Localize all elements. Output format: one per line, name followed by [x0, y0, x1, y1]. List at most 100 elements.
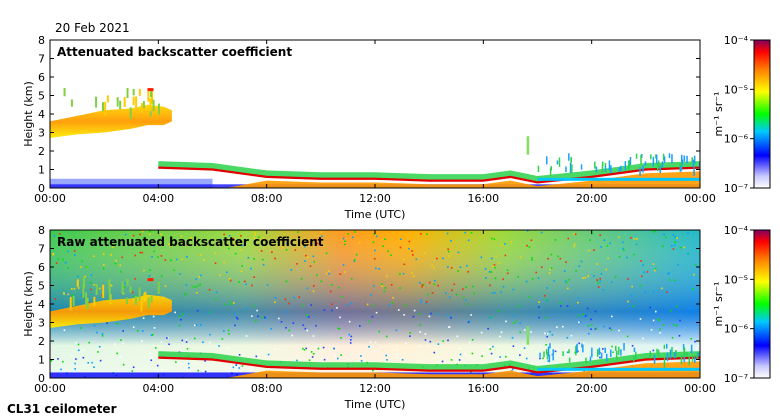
noise-speck	[257, 315, 259, 318]
colorbar-tick-label: 10⁻⁷	[724, 182, 748, 195]
noise-speck	[186, 347, 189, 350]
noise-speck	[450, 359, 453, 361]
noise-speck	[427, 293, 429, 296]
noise-speck	[312, 335, 315, 337]
panel-title: Attenuated backscatter coefficient	[57, 45, 292, 59]
noise-speck	[306, 329, 308, 332]
noise-speck	[577, 314, 580, 317]
aerosol-streak	[93, 296, 96, 307]
aerosol-streak	[108, 279, 111, 289]
noise-speck	[537, 277, 540, 279]
noise-speck	[160, 255, 163, 257]
aerosol-streak	[157, 281, 160, 294]
noise-speck	[480, 331, 483, 334]
noise-speck	[599, 277, 601, 280]
noise-speck	[643, 291, 646, 293]
noise-speck	[309, 265, 312, 267]
noise-speck	[60, 368, 62, 371]
cloud-top-speck	[633, 347, 636, 352]
noise-speck	[457, 251, 460, 254]
noise-speck	[132, 366, 135, 369]
noise-speck	[285, 326, 287, 329]
noise-speck	[322, 346, 325, 349]
noise-speck	[384, 287, 387, 289]
noise-speck	[241, 244, 244, 247]
noise-speck	[596, 279, 598, 281]
x-tick-label: 16:00	[467, 382, 499, 395]
noise-speck	[577, 301, 579, 304]
noise-speck	[296, 263, 298, 265]
noise-speck	[312, 352, 315, 355]
aerosol-streak	[69, 297, 72, 311]
noise-speck	[204, 370, 207, 373]
noise-speck	[442, 257, 444, 260]
x-tick-label: 00:00	[684, 192, 716, 205]
noise-speck	[623, 315, 626, 318]
y-tick-label: 5	[38, 90, 45, 103]
cloud-top-speck	[539, 352, 541, 358]
noise-speck	[599, 234, 602, 237]
plot-area	[50, 230, 700, 378]
cloud-top-speck	[680, 165, 682, 172]
aerosol-streak	[72, 295, 75, 306]
noise-speck	[253, 276, 255, 278]
noise-speck	[566, 305, 569, 307]
cloud-top-speck	[671, 346, 673, 354]
noise-speck	[447, 339, 449, 342]
noise-speck	[566, 351, 569, 354]
cloud-base-line	[158, 356, 700, 374]
noise-speck	[578, 347, 581, 349]
noise-speck	[603, 325, 605, 328]
noise-speck	[554, 239, 557, 241]
noise-speck	[173, 269, 175, 271]
noise-speck	[181, 258, 184, 261]
noise-speck	[519, 331, 522, 334]
noise-speck	[403, 263, 406, 266]
noise-speck	[385, 335, 388, 338]
noise-speck	[526, 230, 529, 232]
noise-speck	[583, 315, 585, 318]
noise-speck	[179, 273, 181, 275]
noise-speck	[181, 241, 184, 243]
cloud-top-speck	[663, 344, 666, 349]
noise-speck	[195, 278, 197, 281]
aerosol-streak	[101, 102, 104, 112]
noise-speck	[131, 370, 134, 372]
noise-speck	[411, 272, 413, 274]
noise-speck	[62, 258, 64, 261]
aerosol-streak	[106, 95, 109, 103]
noise-speck	[383, 290, 386, 293]
noise-speck	[538, 306, 540, 308]
noise-speck	[368, 320, 371, 323]
noise-speck	[611, 345, 613, 348]
noise-speck	[315, 324, 317, 327]
noise-speck	[122, 330, 125, 332]
noise-speck	[286, 242, 288, 245]
noise-speck	[73, 250, 76, 252]
noise-speck	[79, 327, 82, 329]
noise-speck	[535, 271, 538, 274]
noise-speck	[587, 325, 590, 327]
noise-speck	[152, 245, 155, 247]
noise-speck	[143, 269, 145, 272]
noise-speck	[547, 360, 550, 362]
noise-speck	[550, 253, 553, 256]
noise-speck	[663, 233, 665, 236]
aerosol-streak	[152, 99, 155, 112]
noise-speck	[419, 331, 422, 333]
noise-speck	[492, 265, 494, 268]
noise-speck	[618, 236, 620, 238]
aerosol-streak	[138, 88, 141, 96]
noise-speck	[642, 264, 644, 266]
noise-speck	[490, 271, 493, 273]
noise-speck	[371, 315, 374, 318]
noise-speck	[659, 328, 661, 331]
noise-speck	[672, 248, 675, 250]
colorbar-tick-label: 10⁻⁷	[724, 372, 748, 385]
noise-speck	[683, 246, 686, 249]
noise-speck	[373, 350, 376, 353]
noise-speck	[93, 283, 96, 286]
noise-speck	[89, 281, 92, 284]
y-tick-label: 2	[38, 335, 45, 348]
cloud-top-speck	[686, 155, 688, 164]
